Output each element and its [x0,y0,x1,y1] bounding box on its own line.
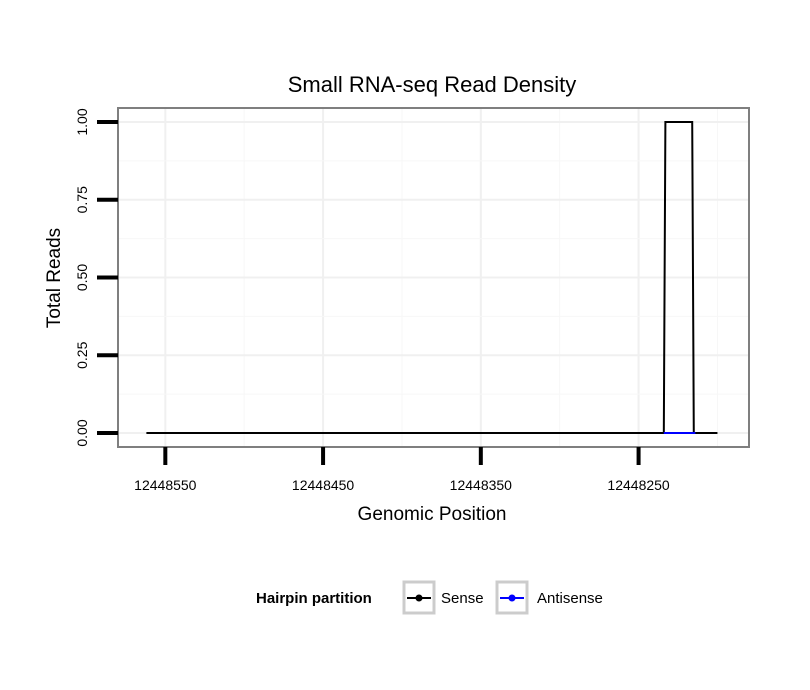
legend-item-antisense: Antisense [495,580,603,615]
y-tick-label: 0.00 [74,419,90,446]
y-tick-label: 0.25 [74,341,90,368]
y-axis-title: Total Reads [44,228,65,328]
series-line-sense [146,120,718,435]
y-axis: 0.00 0.25 0.50 0.75 1.00 [74,108,118,447]
legend-item-sense: Sense [402,580,484,615]
gridlines [118,108,749,447]
x-tick-label: 12448350 [450,477,513,493]
legend-title: Hairpin partition [256,590,372,607]
legend-label-antisense: Antisense [537,590,603,607]
y-tick-label: 0.75 [74,186,90,213]
legend-label-sense: Sense [441,590,484,607]
y-tick-label: 1.00 [74,108,90,135]
chart-title: Small RNA-seq Read Density [288,72,577,97]
legend: Hairpin partition Sense Antisense [256,580,603,615]
x-tick-label: 12448450 [292,477,355,493]
series-layer [146,120,718,435]
legend-point-antisense [508,594,516,602]
y-tick-label: 0.50 [74,264,90,291]
x-axis-title: Genomic Position [358,504,507,525]
x-tick-label: 12448250 [607,477,670,493]
x-axis: 12448550 12448450 12448350 12448250 [134,447,670,493]
legend-point-sense [415,594,423,602]
x-tick-label: 12448550 [134,477,197,493]
